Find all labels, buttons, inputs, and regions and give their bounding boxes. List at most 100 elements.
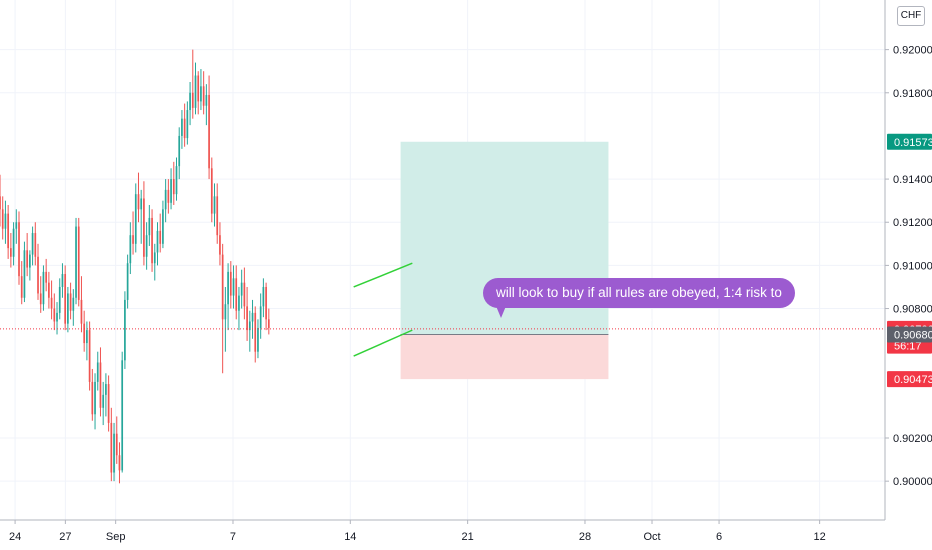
- time-axis[interactable]: 24 27 Sep 7 14 21 28 Oct 6 12: [0, 519, 885, 550]
- candle: [18, 211, 20, 285]
- candle: [99, 347, 102, 417]
- candle: [243, 267, 246, 320]
- svg-text:56:17: 56:17: [894, 341, 922, 353]
- candle: [96, 351, 99, 391]
- price-tick-label: 0.91800: [893, 88, 932, 100]
- candle: [45, 258, 48, 292]
- channel-upper-line[interactable]: [353, 262, 413, 288]
- candle: [105, 373, 107, 417]
- time-tick-label: 24: [9, 531, 21, 543]
- candle: [197, 71, 200, 115]
- currency-badge[interactable]: CHF: [897, 6, 925, 26]
- candle: [121, 351, 124, 473]
- time-tick-label: 21: [462, 531, 474, 543]
- candle: [238, 286, 240, 331]
- candle: [88, 321, 91, 391]
- candle: [124, 291, 126, 369]
- candle: [10, 233, 12, 268]
- candle: [178, 127, 181, 180]
- candle: [251, 299, 254, 339]
- candle: [202, 71, 205, 115]
- candle: [134, 183, 137, 253]
- time-tick-label: 14: [344, 531, 356, 543]
- candle: [208, 75, 210, 180]
- candle: [31, 226, 34, 266]
- candle: [191, 49, 194, 119]
- candle: [113, 422, 115, 482]
- candle: [148, 204, 151, 246]
- candle: [77, 217, 80, 307]
- candle: [189, 81, 191, 126]
- candlesticks: [0, 49, 270, 484]
- candle: [37, 243, 39, 300]
- time-tick-label: 27: [59, 531, 71, 543]
- candle: [200, 69, 202, 111]
- price-tick-label: 0.91200: [893, 217, 932, 229]
- candle: [58, 278, 61, 320]
- long-position-tool[interactable]: [400, 141, 609, 380]
- candle: [259, 293, 262, 339]
- candle: [227, 263, 229, 331]
- candle: [167, 179, 170, 214]
- candle: [240, 269, 243, 309]
- channel-lower-line[interactable]: [353, 329, 413, 357]
- candle: [50, 280, 53, 320]
- candle: [232, 265, 235, 309]
- candle: [91, 368, 94, 421]
- candle: [170, 168, 172, 210]
- svg-text:0.90680: 0.90680: [894, 329, 932, 341]
- candle: [143, 181, 145, 266]
- candle: [115, 416, 118, 464]
- candle: [235, 265, 238, 320]
- candle: [164, 179, 167, 223]
- svg-text:0.90473: 0.90473: [894, 374, 932, 386]
- candle: [29, 250, 31, 281]
- candle: [265, 282, 267, 331]
- candle: [145, 222, 148, 270]
- candle: [186, 101, 189, 145]
- time-tick-label: 6: [716, 531, 722, 543]
- candle: [107, 375, 110, 432]
- candle: [159, 213, 162, 253]
- candle: [20, 261, 23, 305]
- price-tick-label: 0.90800: [893, 304, 932, 316]
- candle: [23, 241, 26, 303]
- price-axis-background: [885, 0, 932, 550]
- annotation-callout[interactable]: will look to buy if all rules are obeyed…: [483, 278, 795, 330]
- candle: [221, 243, 224, 374]
- price-tick-label: 0.92000: [893, 45, 932, 57]
- candle: [26, 233, 29, 277]
- price-axis[interactable]: 0.92000 0.91800 0.91400 0.91200 0.91000 0.908…: [884, 0, 932, 550]
- svg-text:0.91573: 0.91573: [894, 137, 932, 149]
- candle: [118, 442, 121, 484]
- target-price-tag: 0.91573: [887, 133, 932, 150]
- candle: [126, 254, 129, 309]
- annotation-callout-tail: [496, 306, 506, 318]
- candle: [64, 265, 67, 331]
- candle: [181, 110, 183, 149]
- price-tick-label: 0.91400: [893, 174, 932, 186]
- channel-drawing[interactable]: [353, 262, 413, 357]
- candle: [254, 306, 257, 363]
- candle: [219, 222, 221, 266]
- candle: [42, 265, 45, 311]
- candle: [110, 407, 113, 482]
- price-tick-label: 0.91000: [893, 260, 932, 272]
- price-tick-label: 0.90200: [893, 433, 932, 445]
- candle: [151, 209, 153, 272]
- candle: [137, 172, 140, 223]
- candle: [67, 286, 69, 333]
- candle: [132, 211, 134, 255]
- candle: [1, 196, 4, 240]
- loss-zone[interactable]: [400, 334, 609, 380]
- candle: [61, 263, 64, 298]
- candle: [86, 321, 88, 361]
- candle: [216, 183, 219, 244]
- candle: [75, 217, 77, 305]
- time-tick-label: 12: [814, 531, 826, 543]
- candle: [94, 373, 96, 430]
- candle: [39, 276, 42, 313]
- candle: [183, 103, 186, 147]
- candle: [175, 157, 178, 201]
